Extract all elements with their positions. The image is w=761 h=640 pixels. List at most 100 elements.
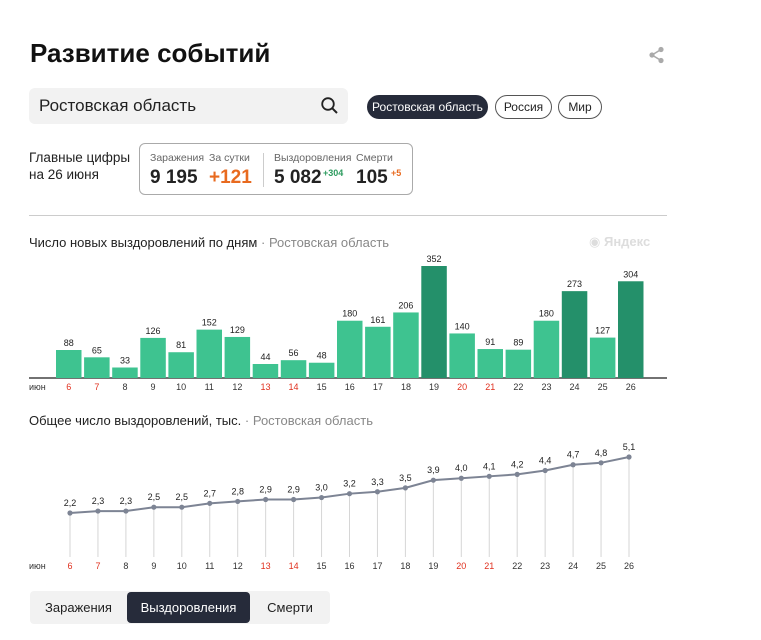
daily-bar — [112, 367, 138, 378]
yandex-watermark-text: Яндекс — [603, 234, 651, 249]
daily-bar-value-label: 127 — [595, 326, 610, 336]
tab-infections[interactable]: Заражения — [45, 600, 112, 615]
total-point-value-label: 3,3 — [371, 477, 384, 487]
daily-bar-value-label: 180 — [342, 309, 357, 319]
total-point-value-label: 2,5 — [176, 492, 189, 502]
search-icon[interactable] — [320, 96, 340, 116]
share-icon[interactable] — [648, 46, 666, 64]
main-figures-date: на 26 июня — [29, 167, 99, 182]
daily-chart-tick-label: 12 — [232, 382, 242, 392]
total-chart-separator: · — [244, 413, 250, 428]
tab-recoveries[interactable]: Выздоровления — [127, 592, 250, 623]
daily-bar — [252, 364, 279, 378]
daily-chart-tick-label: 10 — [176, 382, 186, 392]
total-point — [486, 473, 492, 479]
total-point — [570, 462, 576, 468]
total-point-value-label: 2,5 — [148, 492, 161, 502]
total-point — [151, 504, 157, 510]
daily-bar-value-label: 48 — [317, 351, 327, 361]
daily-bar-value-label: 91 — [485, 337, 495, 347]
total-point-value-label: 3,0 — [315, 483, 328, 493]
search-box[interactable]: Ростовская область — [29, 88, 348, 124]
daily-bar — [196, 329, 222, 378]
total-chart-tick-label: 20 — [456, 561, 466, 571]
page-title: Развитие событий — [30, 38, 271, 68]
total-point-value-label: 2,3 — [120, 496, 133, 506]
daily-chart-tick-label: 13 — [260, 382, 270, 392]
daily-chart-tick-label: 24 — [570, 382, 580, 392]
total-chart-tick-label: 6 — [67, 561, 72, 571]
daily-chart-tick-label: 22 — [513, 382, 523, 392]
daily-bar — [168, 352, 194, 378]
daily-bar-value-label: 206 — [398, 300, 413, 310]
summary-stats: Заражения 9 195 За сутки +121 Выздоровле… — [139, 143, 413, 195]
daily-bar — [337, 320, 363, 378]
total-chart-tick-label: 9 — [151, 561, 156, 571]
total-chart-tick-label: 18 — [400, 561, 410, 571]
total-point-value-label: 2,9 — [259, 484, 272, 494]
total-chart-tick-label: 22 — [512, 561, 522, 571]
tab-deaths[interactable]: Смерти — [267, 600, 313, 615]
total-point — [67, 510, 73, 516]
daily-chart-tick-label: 25 — [598, 382, 608, 392]
total-point-value-label: 2,8 — [231, 486, 244, 496]
daily-bar — [561, 291, 588, 378]
daily-bar-value-label: 273 — [567, 279, 582, 289]
section-divider — [29, 215, 667, 216]
total-point — [318, 494, 325, 501]
daily-label: За сутки — [209, 152, 250, 164]
total-point-value-label: 4,4 — [539, 456, 552, 466]
daily-chart-tick-label: 26 — [626, 382, 636, 392]
daily-bar-value-label: 140 — [455, 321, 470, 331]
total-chart-tick-label: 13 — [261, 561, 271, 571]
daily-bar — [393, 312, 419, 378]
total-point-value-label: 3,9 — [427, 465, 440, 475]
total-point — [598, 460, 604, 466]
daily-chart-tick-label: 16 — [345, 382, 355, 392]
total-point — [207, 500, 213, 506]
daily-bar-value-label: 81 — [176, 340, 186, 350]
total-point — [95, 508, 101, 514]
daily-bar-value-label: 152 — [202, 318, 217, 328]
total-recoveries-chart: июн 2,2 6 2,3 7 2,3 8 2,5 9 2,5 10 2,7 11 2,8 12 2,9 13 2… — [29, 442, 636, 571]
daily-chart-tick-label: 20 — [457, 382, 467, 392]
total-chart-title-text: Общее число выздоровлений, тыс. — [29, 413, 242, 428]
daily-bar-value-label: 304 — [623, 269, 638, 279]
total-chart-tick-label: 25 — [596, 561, 606, 571]
total-chart-tick-label: 24 — [568, 561, 578, 571]
region-button-russia[interactable]: Россия — [495, 95, 552, 119]
infections-value: 9 195 — [150, 167, 198, 188]
total-point — [374, 489, 381, 495]
region-button-rostov[interactable]: Ростовская область — [367, 95, 488, 119]
daily-chart-tick-label: 14 — [289, 382, 299, 392]
total-chart-tick-label: 11 — [205, 561, 214, 571]
total-chart-tick-label: 12 — [233, 561, 243, 571]
search-input[interactable]: Ростовская область — [39, 96, 197, 115]
daily-chart-tick-label: 21 — [485, 382, 495, 392]
total-chart-tick-label: 26 — [624, 561, 634, 571]
total-point — [235, 498, 241, 505]
total-point — [346, 491, 353, 497]
total-point — [626, 454, 632, 460]
daily-bar — [421, 266, 447, 378]
daily-bar-value-label: 65 — [92, 345, 102, 355]
daily-bar — [308, 362, 335, 378]
daily-chart-tick-label: 15 — [317, 382, 327, 392]
total-point-value-label: 2,2 — [64, 498, 77, 508]
total-point-value-label: 5,1 — [623, 442, 636, 452]
stats-divider — [263, 153, 264, 187]
daily-bar-value-label: 88 — [64, 338, 74, 348]
daily-chart-tick-label: 9 — [151, 382, 156, 392]
total-point-value-label: 4,7 — [567, 450, 580, 460]
region-button-world[interactable]: Мир — [558, 95, 602, 119]
daily-bar — [56, 350, 82, 378]
daily-bar — [618, 281, 644, 378]
total-point-value-label: 2,9 — [287, 484, 300, 494]
total-point-value-label: 4,0 — [455, 463, 468, 473]
daily-bar-value-label: 129 — [230, 325, 245, 335]
total-point — [179, 504, 185, 510]
daily-bar — [477, 349, 503, 378]
daily-bar — [449, 333, 475, 378]
total-chart-region: Ростовская область — [252, 413, 373, 428]
daily-bar-value-label: 126 — [146, 326, 161, 336]
